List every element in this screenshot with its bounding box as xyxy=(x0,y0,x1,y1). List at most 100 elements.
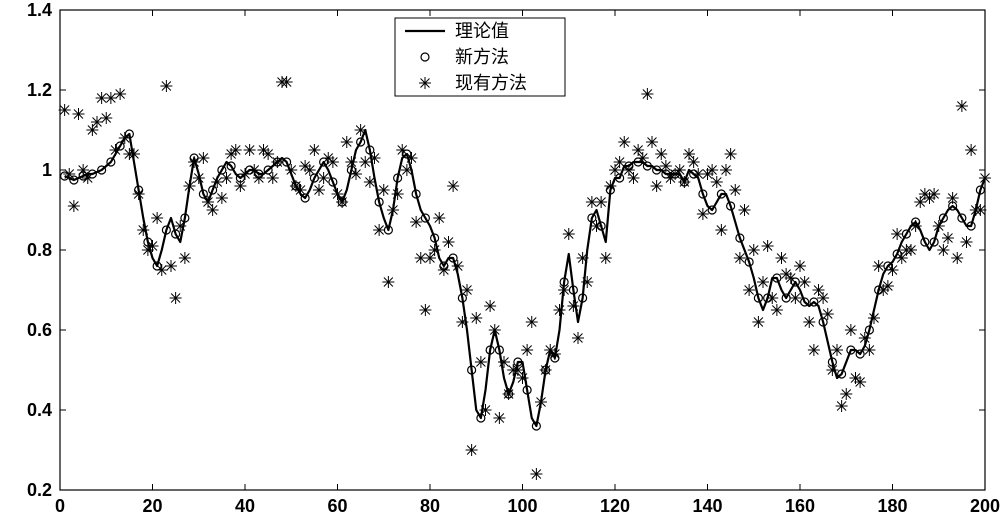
series-marker-star xyxy=(609,164,621,176)
series-marker-star xyxy=(498,356,510,368)
series-marker-star xyxy=(480,404,492,416)
series-marker-star xyxy=(771,304,783,316)
series-marker-star xyxy=(877,284,889,296)
series-marker-star xyxy=(530,468,542,480)
series-marker-star xyxy=(715,224,727,236)
series-marker-star xyxy=(766,292,778,304)
series-marker-star xyxy=(378,184,390,196)
series-marker-star xyxy=(739,204,751,216)
series-marker-star xyxy=(711,176,723,188)
series-marker-star xyxy=(475,356,487,368)
series-marker-star xyxy=(119,132,131,144)
series-marker-star xyxy=(665,172,677,184)
series-marker-star xyxy=(896,252,908,264)
series-marker-star xyxy=(826,364,838,376)
series-marker-star xyxy=(641,88,653,100)
series-marker-star xyxy=(947,192,959,204)
series-marker-star xyxy=(544,344,556,356)
series-marker-star xyxy=(424,252,436,264)
series-marker-star xyxy=(729,184,741,196)
series-marker-star xyxy=(197,152,209,164)
x-tick-label: 160 xyxy=(785,496,815,516)
series-marker-star xyxy=(891,228,903,240)
series-marker-star xyxy=(318,172,330,184)
y-tick-label: 1.4 xyxy=(27,0,52,20)
y-tick-label: 0.4 xyxy=(27,400,52,420)
series-marker-star xyxy=(484,300,496,312)
series-marker-star xyxy=(591,220,603,232)
series-marker-star xyxy=(683,148,695,160)
series-marker-star xyxy=(419,77,431,89)
series-marker-star xyxy=(202,196,214,208)
series-marker-star xyxy=(526,316,538,328)
series-marker-star xyxy=(447,180,459,192)
series-marker-star xyxy=(341,136,353,148)
series-marker-star xyxy=(725,148,737,160)
series-marker-star xyxy=(193,172,205,184)
series-marker-star xyxy=(438,264,450,276)
series-marker-star xyxy=(535,396,547,408)
series-marker-star xyxy=(461,284,473,296)
series-marker-star xyxy=(73,108,85,120)
series-marker-star xyxy=(234,180,246,192)
x-tick-label: 200 xyxy=(970,496,1000,516)
series-marker-star xyxy=(160,80,172,92)
x-tick-label: 60 xyxy=(327,496,347,516)
series-marker-star xyxy=(595,196,607,208)
series-marker-star xyxy=(350,168,362,180)
series-marker-star xyxy=(965,144,977,156)
x-tick-label: 100 xyxy=(507,496,537,516)
series-marker-star xyxy=(785,272,797,284)
x-tick-label: 20 xyxy=(142,496,162,516)
series-marker-star xyxy=(563,228,575,240)
series-marker-star xyxy=(678,176,690,188)
series-marker-star xyxy=(392,188,404,200)
series-marker-star xyxy=(147,240,159,252)
series-marker-star xyxy=(170,292,182,304)
x-tick-label: 180 xyxy=(877,496,907,516)
series-marker-star xyxy=(401,164,413,176)
y-tick-label: 1 xyxy=(42,160,52,180)
series-marker-star xyxy=(803,316,815,328)
series-marker-star xyxy=(762,240,774,252)
chart-container: 0204060801001201401601802000.20.40.60.81… xyxy=(0,0,1000,526)
series-marker-star xyxy=(873,260,885,272)
series-marker-star xyxy=(452,260,464,272)
series-marker-star xyxy=(216,192,228,204)
series-marker-star xyxy=(406,152,418,164)
series-marker-star xyxy=(836,400,848,412)
series-marker-star xyxy=(443,236,455,248)
series-marker-star xyxy=(859,332,871,344)
series-marker-star xyxy=(100,112,112,124)
x-tick-label: 140 xyxy=(692,496,722,516)
series-marker-star xyxy=(720,164,732,176)
series-marker-star xyxy=(276,76,288,88)
series-marker-star xyxy=(540,364,552,376)
series-marker-star xyxy=(267,172,279,184)
series-marker-star xyxy=(776,252,788,264)
legend: 理论值新方法现有方法 xyxy=(395,18,565,96)
series-marker-star xyxy=(387,204,399,216)
series-marker-star xyxy=(456,316,468,328)
series-marker-star xyxy=(794,260,806,272)
series-marker-star xyxy=(646,136,658,148)
series-marker-star xyxy=(558,284,570,296)
series-marker-star xyxy=(822,308,834,320)
series-marker-star xyxy=(868,312,880,324)
legend-label: 新方法 xyxy=(455,47,509,67)
series-marker-star xyxy=(179,252,191,264)
y-tick-label: 1.2 xyxy=(27,80,52,100)
series-marker-star xyxy=(493,412,505,424)
series-marker-star xyxy=(137,224,149,236)
series-marker-star xyxy=(577,252,589,264)
series-marker-star xyxy=(942,232,954,244)
series-marker-star xyxy=(637,152,649,164)
series-marker-star xyxy=(63,168,75,180)
series-marker-star xyxy=(151,212,163,224)
series-marker-star xyxy=(961,236,973,248)
series-marker-star xyxy=(114,88,126,100)
series-marker-star xyxy=(674,164,686,176)
series-marker-star xyxy=(355,124,367,136)
series-marker-star xyxy=(840,388,852,400)
series-marker-star xyxy=(133,188,145,200)
